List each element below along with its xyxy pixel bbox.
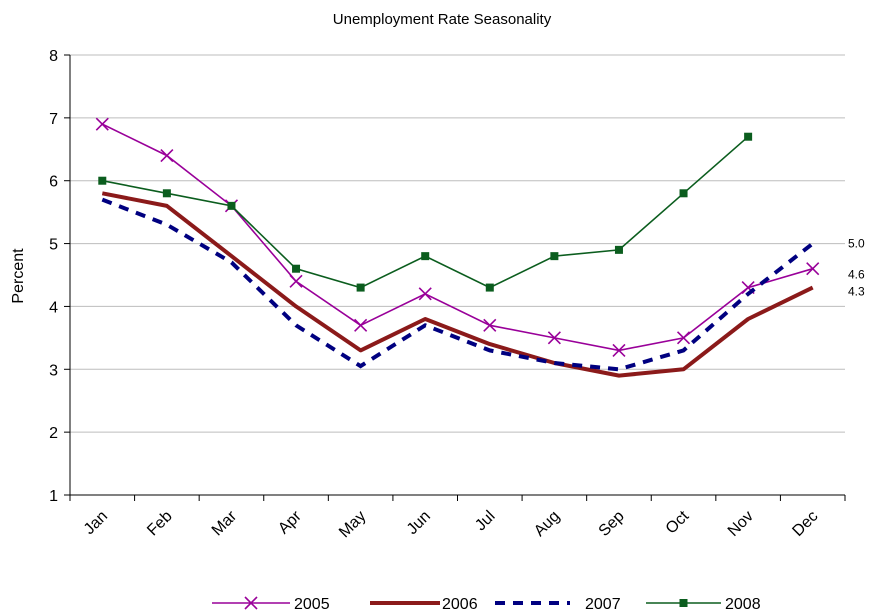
y-tick-labels: 1 2 3 4 5 6 7 8	[49, 48, 58, 505]
x-tick-label-mar: Mar	[209, 507, 241, 539]
legend-label-2007: 2007	[585, 596, 621, 613]
point-2008-jan	[98, 176, 107, 185]
point-2008-aug	[550, 252, 559, 261]
x-tick-label-aug: Aug	[531, 508, 563, 540]
point-2005-aug-b	[547, 331, 561, 345]
legend-item-2007: 2007	[495, 596, 621, 613]
chart-title: Unemployment Rate Seasonality	[333, 11, 552, 28]
x-tick-label-jan: Jan	[81, 508, 111, 538]
series-line-2007	[101, 197, 814, 372]
x-tick-label-oct: Oct	[663, 507, 693, 537]
gridlines	[70, 54, 845, 433]
point-2005-may	[354, 318, 368, 332]
y-tick-label-3: 3	[49, 362, 58, 379]
legend-label-2006: 2006	[442, 596, 478, 613]
x-tick-label-may: May	[336, 508, 369, 541]
point-2008-sep	[614, 245, 623, 254]
data-label-4.6: 4.6	[848, 268, 865, 282]
x-tick-label-sep: Sep	[596, 508, 628, 540]
point-2008-may	[356, 283, 365, 292]
point-2008-apr	[292, 264, 301, 273]
legend: 2005 2006 2007 2008	[212, 596, 761, 613]
x-tick-label-dec: Dec	[789, 508, 821, 540]
point-2005-jun-b	[418, 287, 432, 301]
x-tick-label-feb: Feb	[144, 508, 176, 540]
y-tick-label-2: 2	[49, 425, 58, 442]
legend-item-2006: 2006	[370, 596, 478, 613]
point-2008-feb	[162, 189, 171, 198]
point-2005-apr-b	[289, 274, 303, 288]
y-axis-label: Percent	[10, 248, 27, 304]
point-2005-feb	[160, 149, 174, 163]
point-2008-nov	[744, 132, 753, 141]
y-tick-label-6: 6	[49, 174, 58, 191]
point-2005-apr	[289, 274, 303, 288]
point-2005-aug	[547, 331, 561, 345]
point-2008-oct	[679, 189, 688, 198]
legend-label-2005: 2005	[294, 596, 330, 613]
legend-item-2005: 2005	[212, 596, 330, 613]
series-2008	[98, 132, 753, 292]
axes	[64, 54, 846, 501]
x-tick-label-nov: Nov	[725, 508, 757, 540]
legend-label-2008: 2008	[725, 596, 761, 613]
point-2005-sep	[612, 343, 626, 357]
data-labels: 5.0 4.6 4.3	[848, 237, 865, 299]
data-label-4.3: 4.3	[848, 285, 865, 299]
x-tick-label-jul: Jul	[472, 508, 498, 534]
legend-marker-2005-b	[244, 596, 258, 610]
point-2005-sep-b	[612, 343, 626, 357]
series-lines	[95, 117, 820, 378]
x-tick-label-jun: Jun	[404, 508, 434, 538]
legend-marker-2008	[679, 599, 688, 607]
data-label-5.0: 5.0	[848, 237, 865, 251]
legend-marker-2005	[244, 596, 258, 610]
x-tick-label-apr: Apr	[275, 507, 305, 537]
point-2005-jul-b	[483, 318, 497, 332]
y-tick-label-7: 7	[49, 111, 58, 128]
point-2005-dec-b	[806, 262, 820, 276]
y-tick-label-5: 5	[49, 237, 58, 254]
point-2008-jul	[485, 283, 494, 292]
point-2005-may-b	[354, 318, 368, 332]
series-2007	[101, 197, 814, 372]
point-2005-oct	[676, 331, 691, 345]
point-2005-dec	[806, 262, 820, 276]
point-2005-jan	[95, 117, 109, 131]
point-2008-mar	[227, 201, 236, 210]
point-2005-jan-b	[95, 117, 109, 131]
series-2005	[95, 117, 820, 357]
point-2005-jun	[418, 287, 432, 301]
point-2005-oct-b	[676, 331, 691, 345]
point-2008-jun	[421, 252, 430, 261]
point-2005-nov-b	[741, 281, 755, 295]
series-line-2008	[102, 136, 749, 289]
y-tick-label-4: 4	[49, 299, 58, 316]
x-tick-labels: Jan Feb Mar Apr May Jun Jul Aug Sep Oct Nov Dec	[81, 507, 822, 541]
y-tick-label-8: 8	[49, 48, 58, 65]
series-line-2006	[101, 191, 814, 378]
point-2005-feb-b	[160, 149, 174, 163]
legend-item-2008: 2008	[646, 596, 761, 613]
series-2006	[101, 191, 814, 378]
series-line-2005	[101, 123, 813, 352]
point-2005-jul	[483, 318, 497, 332]
y-tick-label-1: 1	[49, 488, 58, 505]
